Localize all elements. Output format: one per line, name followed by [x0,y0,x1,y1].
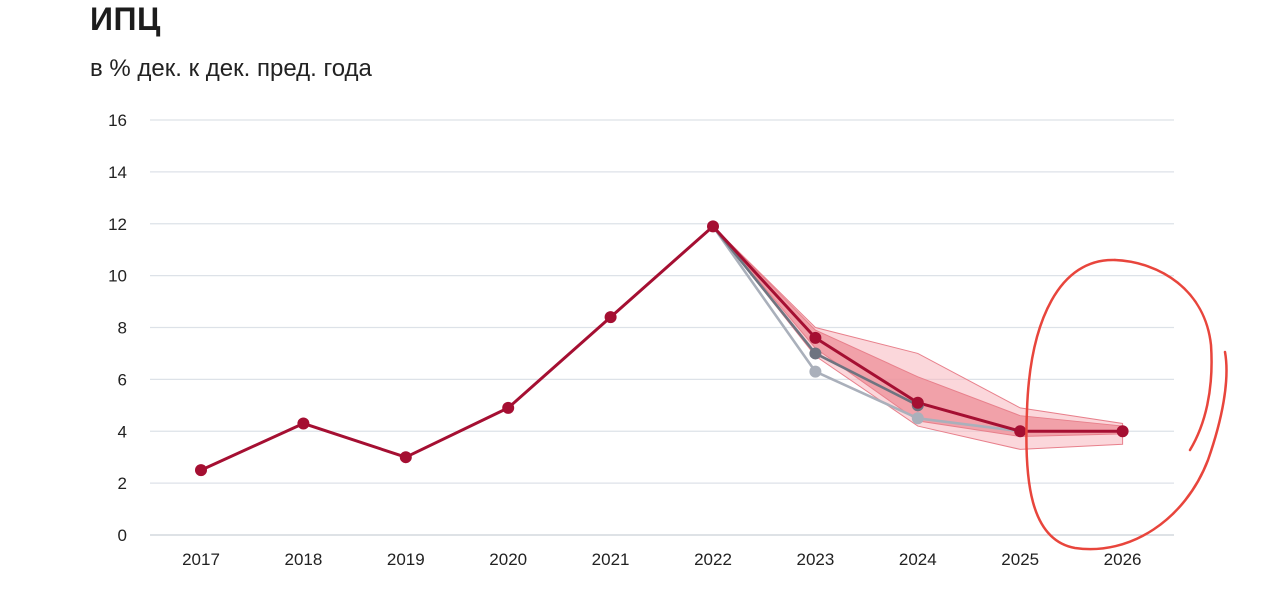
y-tick-label: 6 [118,370,127,389]
data-point [1014,425,1027,438]
y-tick-label: 16 [108,111,127,130]
y-tick-label: 12 [108,215,127,234]
annotation [1025,258,1228,551]
x-tick-label: 2024 [899,550,937,569]
series-line [199,224,1125,472]
data-point [707,220,719,233]
data-point [195,464,207,477]
x-tick-label: 2023 [796,550,834,569]
data-point [809,331,822,344]
y-tick-label: 0 [118,526,127,545]
data-point [399,451,412,464]
y-tick-label: 4 [118,422,127,441]
data-point [502,401,515,414]
x-tick-label: 2022 [694,550,732,569]
chart-title: ИПЦ [90,1,161,37]
data-point [1116,425,1129,438]
gridlines [150,119,1174,536]
x-tick-label: 2021 [592,550,630,569]
x-tick-label: 2020 [489,550,527,569]
data-point [809,365,822,378]
x-tick-label: 2017 [182,550,220,569]
x-tick-label: 2025 [1001,550,1039,569]
data-point [911,396,924,409]
y-tick-label: 2 [118,474,127,493]
y-tick-label: 14 [108,163,127,182]
data-point [297,417,310,430]
annotation-circle [1025,258,1228,551]
x-axis-ticks: 2017 2018 2019 2020 2021 2022 2023 2024 2025 2026 [182,550,1141,569]
x-tick-label: 2019 [387,550,425,569]
chart-subtitle: в % дек. к дек. пред. года [90,55,372,82]
series-points [195,220,1129,477]
x-tick-label: 2018 [284,550,322,569]
data-point [911,412,924,425]
y-tick-label: 8 [118,319,127,338]
annotation-circle-stroke [1113,258,1213,452]
series-line [711,225,1022,433]
y-tick-label: 10 [108,267,127,286]
x-tick-label: 2026 [1104,550,1142,569]
data-point [809,347,822,360]
data-point [604,311,617,324]
y-axis-ticks: 0 2 4 6 8 10 12 14 16 [108,111,127,545]
